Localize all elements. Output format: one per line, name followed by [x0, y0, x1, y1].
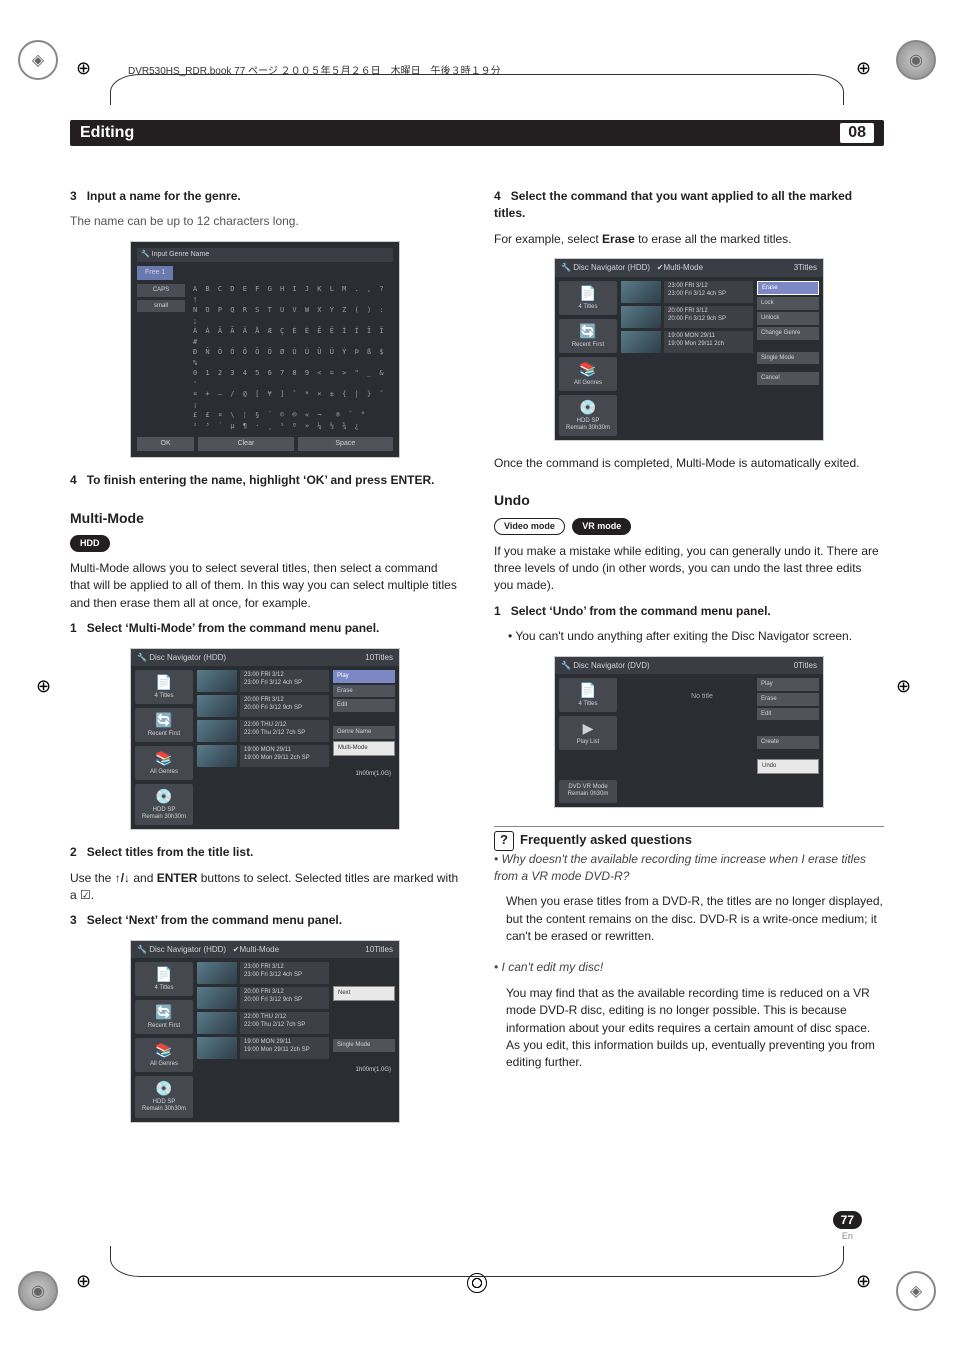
shot-tab: Free 1: [137, 266, 173, 280]
multimode-heading: Multi-Mode: [70, 508, 460, 528]
step-head: 4Select the command that you want applie…: [494, 188, 884, 223]
step-title: Select the command that you want applied…: [494, 189, 852, 220]
vr-mode-pill: VR mode: [572, 518, 631, 535]
crop-mark: ⊕: [76, 1271, 98, 1293]
crop-mark: ⊕: [856, 1271, 878, 1293]
caps-btn: CAPS: [137, 284, 185, 297]
left-column: 3Input a name for the genre. The name ca…: [70, 188, 460, 1137]
undo-heading: Undo: [494, 490, 884, 510]
undo-para: If you make a mistake while editing, you…: [494, 543, 884, 595]
undo-bullet: You can't undo anything after exiting th…: [508, 628, 884, 645]
arc-bottom: [110, 1246, 844, 1277]
screenshot-nav-2: 🔧 Disc Navigator (HDD) ✔Multi-Mode10Titl…: [130, 940, 400, 1123]
video-mode-pill: Video mode: [494, 518, 565, 535]
right-column: 4Select the command that you want applie…: [494, 188, 884, 1137]
step-sub: Use the ↑/↓ and ENTER buttons to select.…: [70, 870, 460, 905]
faq-a2: You may find that as the available recor…: [506, 985, 884, 1072]
faq-heading: ?Frequently asked questions: [494, 826, 884, 851]
faq-q1: Why doesn't the available recording time…: [494, 851, 884, 886]
register-tl: ◈: [18, 40, 58, 80]
faq-a1: When you erase titles from a DVD-R, the …: [506, 893, 884, 945]
step-head: 3Select ‘Next’ from the command menu pan…: [70, 912, 460, 929]
step-title: Select ‘Next’ from the command menu pane…: [87, 913, 342, 927]
arc-top: [110, 74, 844, 105]
step-head: 3Input a name for the genre.: [70, 188, 460, 205]
register-br: ◈: [896, 1271, 936, 1311]
hdd-pill: HDD: [70, 535, 110, 552]
step-head: 1Select ‘Undo’ from the command menu pan…: [494, 603, 884, 620]
step-title: Select titles from the title list.: [87, 845, 254, 859]
step-title: Select ‘Multi-Mode’ from the command men…: [87, 621, 380, 635]
register-tr: ◉: [896, 40, 936, 80]
header-title: Editing: [80, 124, 134, 142]
crop-mark: ⊕: [896, 676, 918, 698]
step-head: 2Select titles from the title list.: [70, 844, 460, 861]
step-sub: For example, select Erase to erase all t…: [494, 231, 884, 248]
char-grid: A B C D E F G H I J K L M . , ? ! N O P …: [193, 284, 393, 431]
step-title: Input a name for the genre.: [87, 189, 241, 203]
shot-title: Input Genre Name: [152, 251, 210, 258]
question-icon: ?: [494, 831, 514, 851]
step-head: 4To finish entering the name, highlight …: [70, 472, 460, 489]
header-chapter: 08: [840, 123, 874, 143]
after-para: Once the command is completed, Multi-Mod…: [494, 455, 884, 472]
screenshot-genre-input: 🔧 Input Genre Name Free 1 CAPS small A B…: [130, 241, 400, 458]
step-title: To finish entering the name, highlight ‘…: [87, 473, 435, 487]
screenshot-nav-3: 🔧 Disc Navigator (HDD) ✔Multi-Mode3Title…: [554, 258, 824, 441]
small-btn: small: [137, 300, 185, 313]
multimode-para: Multi-Mode allows you to select several …: [70, 560, 460, 612]
step-head: 1Select ‘Multi-Mode’ from the command me…: [70, 620, 460, 637]
page-number: 77 En: [833, 1211, 862, 1241]
step-title: Select ‘Undo’ from the command menu pane…: [511, 604, 771, 618]
ok-btn: OK: [137, 437, 194, 451]
crop-mark: ⊕: [76, 58, 98, 80]
crop-mark: ⊕: [36, 676, 58, 698]
header-bar: Editing 08: [70, 120, 884, 146]
step-sub: The name can be up to 12 characters long…: [70, 213, 460, 230]
clear-btn: Clear: [198, 437, 293, 451]
register-bl: ◉: [18, 1271, 58, 1311]
faq-q2: I can't edit my disc!: [494, 959, 884, 976]
file-header: DVR530HS_RDR.book 77 ページ ２００５年５月２６日 木曜日 …: [128, 62, 501, 77]
crop-mark: ⊕: [856, 58, 878, 80]
screenshot-nav-4: 🔧 Disc Navigator (DVD)0Titles 📄4 Titles …: [554, 656, 824, 808]
space-btn: Space: [298, 437, 393, 451]
screenshot-nav-1: 🔧 Disc Navigator (HDD)10Titles 📄4 Titles…: [130, 648, 400, 831]
